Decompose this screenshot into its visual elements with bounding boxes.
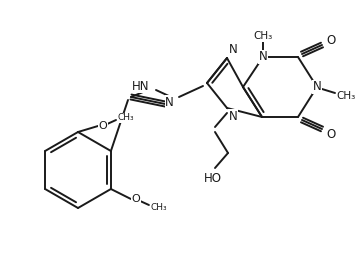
Text: N: N — [313, 81, 321, 93]
Text: N: N — [258, 50, 267, 64]
Text: CH₃: CH₃ — [253, 31, 273, 41]
Text: N: N — [165, 96, 174, 109]
Text: CH₃: CH₃ — [337, 91, 355, 101]
Text: O: O — [131, 194, 140, 204]
Text: O: O — [98, 121, 107, 131]
Text: O: O — [326, 34, 336, 46]
Text: CH₃: CH₃ — [151, 202, 167, 211]
Text: HO: HO — [204, 172, 222, 185]
Text: N: N — [229, 110, 238, 123]
Text: O: O — [326, 128, 336, 140]
Text: N: N — [229, 43, 238, 56]
Text: HN: HN — [131, 79, 149, 92]
Text: CH₃: CH₃ — [118, 114, 134, 122]
